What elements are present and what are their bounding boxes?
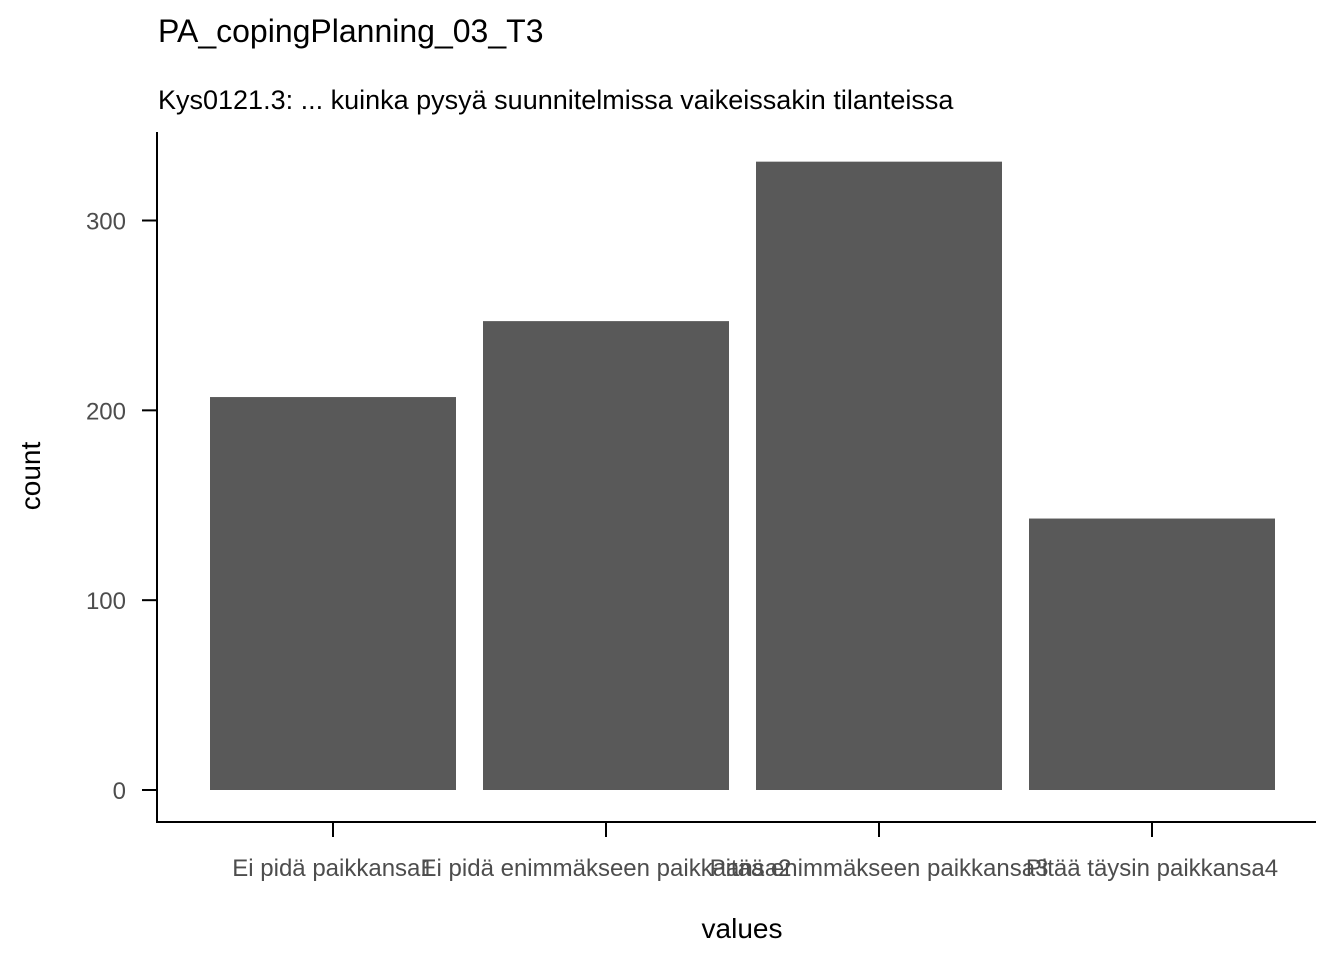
bar-3 [756,161,1002,790]
bar-1 [210,397,456,790]
y-tick-label-0: 0 [113,778,126,805]
x-tick-label-4: Pitää täysin paikkansa4 [1026,855,1278,882]
bar-2 [483,321,729,790]
x-axis-title: values [702,913,783,944]
x-tick-label-2: Ei pidä enimmäkseen paikkaansa2 [421,855,792,882]
y-axis-title: count [15,442,46,511]
y-tick-label-300: 300 [86,209,126,236]
bar-4 [1029,518,1275,790]
y-ticks-group: 0 100 200 300 [86,209,157,805]
chart-title: PA_copingPlanning_03_T3 [158,13,543,49]
chart-subtitle: Kys0121.3: ... kuinka pysyä suunnitelmis… [158,85,954,115]
y-tick-label-100: 100 [86,588,126,615]
y-tick-label-200: 200 [86,398,126,425]
bars-group [210,161,1275,790]
x-tick-label-1: Ei pidä paikkansa1 [232,855,433,882]
x-tick-label-3: Pitää enimmäkseen paikkansa3 [710,855,1049,882]
